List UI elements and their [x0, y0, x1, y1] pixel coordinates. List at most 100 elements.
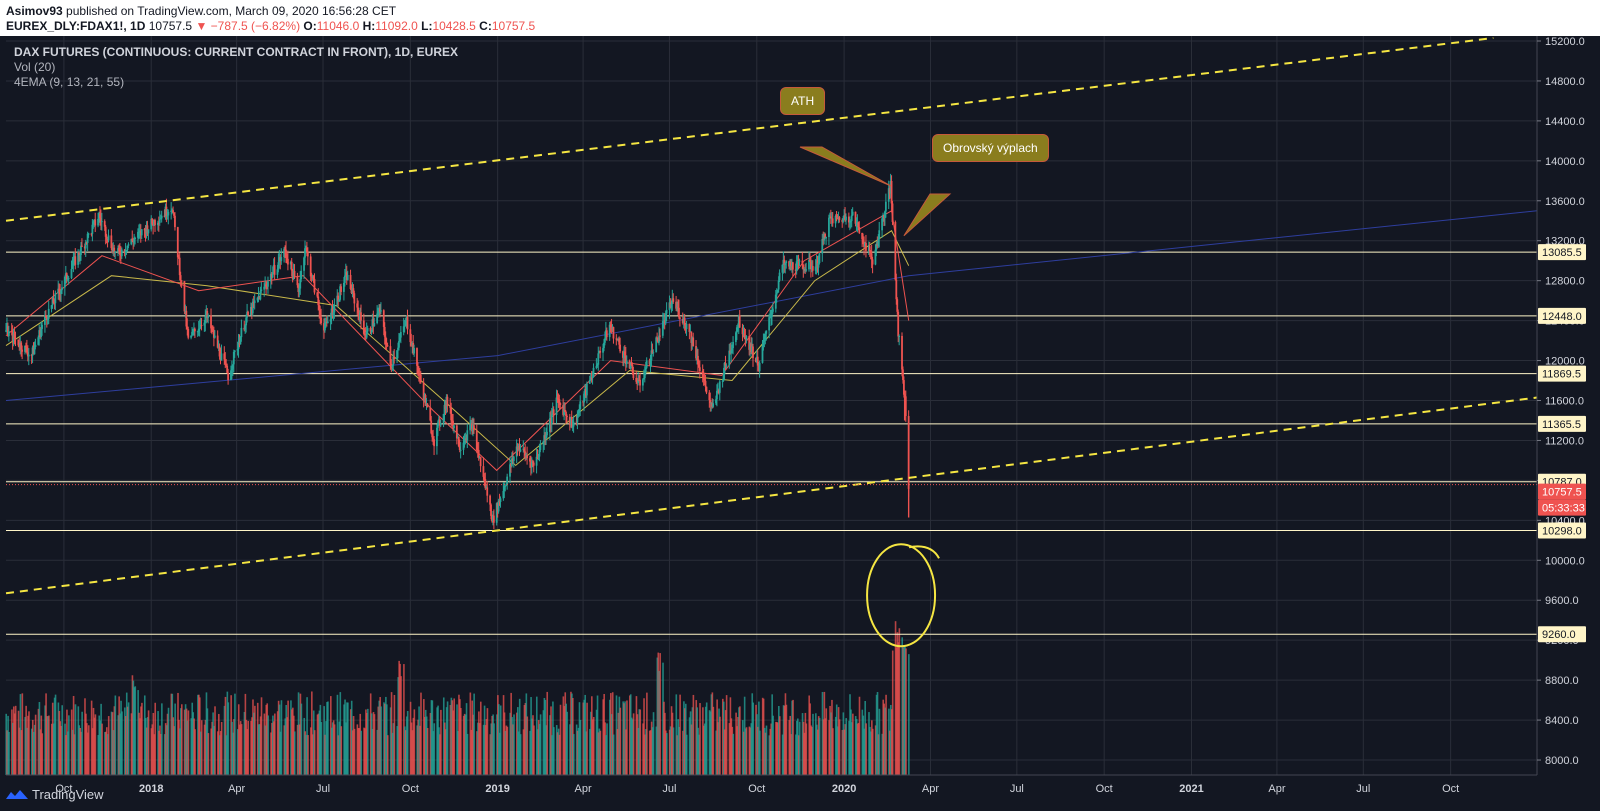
candle-body — [118, 248, 120, 251]
candle-body — [233, 350, 236, 352]
volume-bar — [709, 711, 712, 775]
volume-bar — [12, 722, 14, 775]
trendlines[interactable] — [5, 37, 1538, 595]
volume-bar — [217, 731, 219, 775]
candle-body — [291, 270, 294, 280]
candle-body — [642, 378, 645, 380]
candle-body — [146, 225, 149, 234]
ath-callout[interactable]: ATH — [780, 87, 826, 115]
candle-body — [877, 239, 880, 246]
candle-body — [192, 331, 194, 333]
volume-bar — [185, 708, 188, 775]
volume-bar — [590, 711, 592, 775]
candle-body — [483, 476, 486, 480]
candle-body — [549, 418, 552, 424]
candle-body — [577, 411, 580, 415]
volume-bar — [177, 692, 179, 775]
volume-bar — [679, 694, 681, 775]
price-tick-label: 12800.0 — [1545, 276, 1585, 288]
volume-bar — [809, 703, 811, 775]
candle-body — [462, 442, 465, 450]
instrument-title[interactable]: DAX FUTURES (CONTINUOUS: CURRENT CONTRAC… — [14, 45, 458, 59]
volume-bar — [871, 720, 873, 775]
volume-bar — [66, 709, 68, 775]
candle-body — [98, 213, 100, 219]
volume-bar — [238, 724, 241, 775]
volume-bar — [505, 725, 508, 775]
candle-body — [862, 239, 864, 245]
volume-bar — [828, 720, 830, 775]
volume-bar — [901, 637, 904, 775]
time-axis[interactable]: Oct 2018 Apr Jul Oct 2019 Apr Jul Oct 2020 Apr Jul O… — [55, 783, 1459, 795]
candle-body — [710, 402, 713, 404]
candle-body — [783, 259, 786, 265]
candle-body — [902, 369, 904, 381]
tradingview-brand[interactable]: TradingView — [6, 787, 104, 802]
volume-bar — [730, 718, 733, 775]
candle-body — [145, 225, 148, 235]
candle-body — [343, 275, 346, 283]
volume-indicator-label[interactable]: Vol (20) — [14, 60, 56, 74]
candle-body — [559, 403, 562, 406]
flush-callout[interactable]: Obrovský výplach — [932, 134, 1049, 162]
candle-body — [306, 252, 309, 257]
volume-bar — [736, 726, 738, 775]
volume-bar — [591, 696, 593, 775]
candle-body — [901, 335, 903, 370]
volume-highlight-circle[interactable] — [866, 543, 937, 648]
time-tick-label: Oct — [748, 783, 765, 795]
volume-bar — [637, 727, 640, 775]
candle-body — [352, 288, 355, 294]
volume-bar — [38, 702, 41, 775]
candle-body — [825, 237, 827, 239]
candle-body — [212, 329, 214, 331]
volume-bar — [552, 701, 554, 775]
drawings[interactable] — [799, 146, 952, 648]
candle-body — [132, 240, 135, 243]
volume-bar — [12, 706, 15, 775]
volume-bar — [672, 727, 675, 775]
price-axis-bg[interactable] — [1537, 36, 1600, 775]
candle-body — [111, 248, 114, 253]
volume-bar — [784, 693, 787, 775]
candle-body — [829, 216, 832, 219]
candle-body — [595, 366, 598, 368]
candle-body — [741, 327, 744, 335]
channel-trendline[interactable] — [5, 396, 1538, 595]
volume-bar — [433, 723, 436, 775]
candle-body — [150, 218, 153, 230]
candle-body — [139, 230, 142, 236]
candle-body — [526, 455, 528, 459]
volume-bar — [785, 704, 788, 775]
volume-bar — [790, 734, 792, 775]
volume-bar — [479, 723, 481, 775]
channel-trendline[interactable] — [5, 37, 1494, 222]
candle-body — [655, 337, 658, 353]
candle-body — [690, 331, 693, 343]
candle-body — [77, 251, 80, 265]
candle-body — [847, 216, 850, 223]
volume-bar — [207, 733, 210, 775]
ema-indicator-label[interactable]: 4EMA (9, 13, 21, 55) — [14, 75, 125, 89]
volume-bar — [70, 709, 73, 775]
volume-bar — [152, 712, 155, 775]
volume-bar — [405, 716, 408, 775]
candle-body — [53, 303, 56, 305]
candle-body — [409, 329, 412, 343]
candle-body — [92, 221, 95, 225]
volume-bar — [512, 724, 514, 775]
volume-bar — [445, 707, 448, 775]
candle-body — [213, 335, 216, 338]
volume-bar — [258, 724, 261, 775]
candle-body — [794, 269, 797, 271]
volume-bar — [352, 716, 355, 775]
candle-body — [39, 330, 42, 338]
candle-body — [722, 374, 725, 381]
price-chart[interactable]: 15200.014800.014400.014000.013600.013200… — [0, 36, 1600, 811]
candle-body — [298, 288, 301, 292]
candle-body — [231, 368, 233, 371]
publisher-name[interactable]: Asimov93 — [6, 4, 63, 18]
volume-bar — [699, 703, 701, 775]
volume-bar — [493, 723, 495, 775]
candle-body — [25, 345, 27, 347]
